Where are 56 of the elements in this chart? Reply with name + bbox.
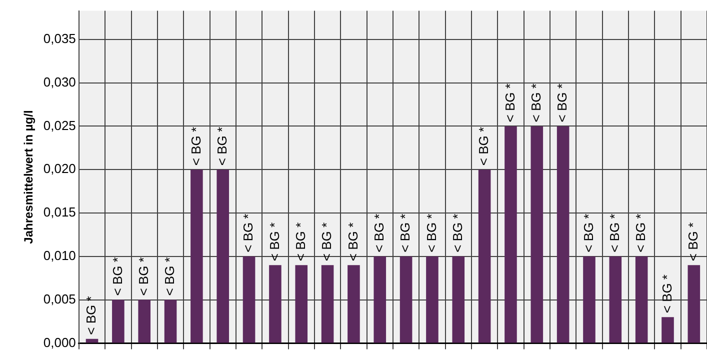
data-label: < BG * bbox=[214, 126, 230, 166]
bar bbox=[478, 170, 491, 343]
bar bbox=[138, 300, 151, 343]
y-tick-label: 0,000 bbox=[43, 334, 76, 350]
bar bbox=[269, 265, 282, 343]
y-tick-label: 0,015 bbox=[43, 204, 76, 220]
bar bbox=[635, 256, 648, 343]
bar bbox=[242, 256, 256, 343]
bar bbox=[583, 256, 596, 343]
data-label: < BG * bbox=[528, 84, 544, 122]
y-tick-label: 0,020 bbox=[43, 161, 76, 176]
bar bbox=[556, 126, 570, 343]
data-label: < BG * bbox=[685, 222, 700, 262]
y-tick-label: 0,025 bbox=[43, 118, 76, 133]
bar bbox=[348, 265, 360, 343]
bar bbox=[400, 256, 412, 343]
data-label: < BG * bbox=[450, 214, 465, 252]
bar bbox=[609, 256, 622, 343]
y-tick-label: 0,010 bbox=[43, 248, 76, 263]
data-label: < BG * bbox=[319, 222, 334, 262]
data-label: < BG * bbox=[162, 257, 178, 296]
data-label: < BG * bbox=[136, 257, 151, 296]
data-label: < BG * bbox=[580, 214, 596, 252]
data-label: < BG * bbox=[554, 84, 570, 122]
bar bbox=[112, 300, 124, 343]
data-label: < BG * bbox=[502, 84, 518, 122]
bar bbox=[321, 265, 334, 343]
bar bbox=[688, 265, 700, 343]
y-tick-label: 0,030 bbox=[43, 74, 76, 90]
y-axis-title: Jahresmittelwert in µg/l bbox=[22, 110, 36, 244]
data-label: < BG * bbox=[398, 214, 413, 252]
data-label: < BG * bbox=[659, 274, 674, 314]
data-label: < BG * bbox=[292, 222, 308, 262]
data-label: < BG * bbox=[266, 222, 282, 262]
bar bbox=[190, 170, 203, 343]
bar bbox=[662, 317, 674, 343]
data-label: < BG * bbox=[240, 214, 256, 252]
data-label: < BG * bbox=[84, 296, 99, 335]
y-tick-label: 0,035 bbox=[43, 31, 76, 46]
data-label: < BG * bbox=[606, 214, 622, 252]
bar bbox=[426, 256, 438, 343]
data-label: < BG * bbox=[476, 126, 492, 166]
bar bbox=[295, 265, 308, 343]
y-tick-label: 0,005 bbox=[43, 291, 76, 306]
data-label: < BG * bbox=[345, 222, 360, 262]
data-label: < BG * bbox=[371, 214, 386, 252]
data-label: < BG * bbox=[110, 257, 125, 296]
bar bbox=[216, 170, 230, 343]
bar bbox=[164, 300, 177, 343]
bar bbox=[504, 126, 517, 343]
bar bbox=[452, 256, 465, 343]
bar bbox=[374, 256, 386, 343]
data-label: < BG * bbox=[633, 214, 648, 252]
data-label: < BG * bbox=[188, 126, 204, 166]
data-label: < BG * bbox=[424, 214, 439, 252]
bar bbox=[530, 126, 544, 343]
